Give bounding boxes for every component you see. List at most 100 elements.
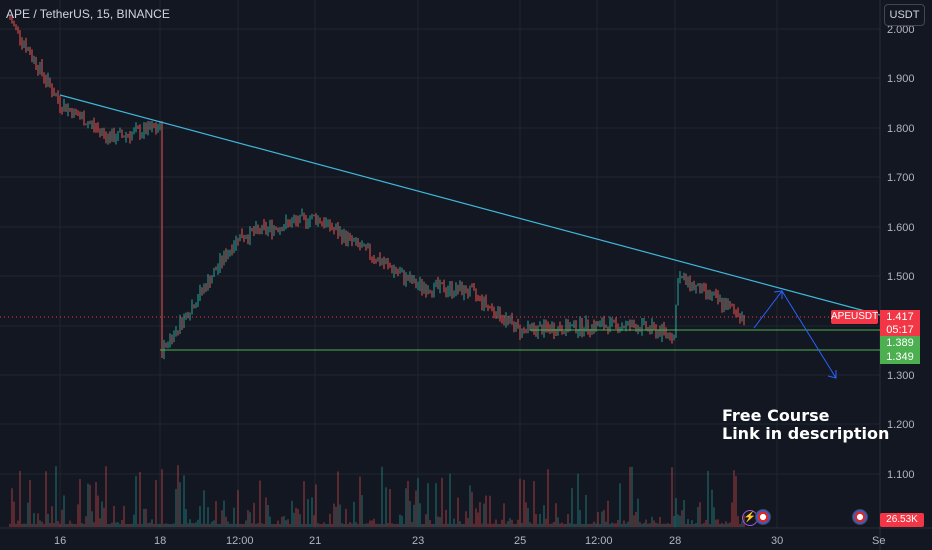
volume-bar — [205, 523, 207, 527]
volume-bar — [571, 488, 573, 527]
volume-bar — [49, 523, 51, 527]
volume-bar — [15, 523, 17, 527]
volume-bar — [223, 500, 225, 527]
volume-bar — [313, 515, 315, 527]
volume-bar — [89, 484, 91, 527]
volume-bar — [573, 523, 575, 527]
volume-bar — [685, 524, 687, 527]
volume-bar — [607, 500, 609, 527]
time-label: 23 — [412, 535, 424, 547]
volume-bar — [95, 481, 97, 527]
volume-bar — [539, 513, 541, 527]
volume-bar — [111, 522, 113, 527]
volume-bar — [29, 479, 31, 527]
volume-bar — [511, 519, 513, 527]
volume-bar — [421, 524, 423, 527]
volume-bar — [189, 519, 191, 527]
volume-bar — [531, 523, 533, 527]
volume-bar — [441, 477, 443, 527]
time-label: Se — [872, 535, 885, 547]
volume-bar — [677, 514, 679, 527]
volume-bar — [471, 491, 473, 527]
volume-bar — [713, 507, 715, 527]
volume-bar — [137, 523, 139, 527]
time-axis: 16 18 12:00 21 23 25 12:00 28 30 Se — [54, 535, 885, 547]
volume-bar — [495, 519, 497, 527]
volume-bar — [583, 523, 585, 527]
us-flag-icon[interactable] — [852, 509, 868, 525]
volume-bar — [617, 519, 619, 527]
volume-bar — [559, 523, 561, 527]
volume-bar — [363, 524, 365, 527]
volume-bar — [37, 513, 39, 527]
volume-bar — [179, 482, 181, 527]
volume-bar — [25, 523, 27, 527]
volume-bar — [117, 522, 119, 527]
volume-bar — [567, 514, 569, 527]
descending-trendline[interactable] — [59, 94, 881, 316]
volume-bar — [701, 523, 703, 527]
volume-bar — [451, 523, 453, 527]
volume-bar — [9, 523, 11, 527]
volume-bar — [327, 523, 329, 527]
volume-bar — [739, 523, 741, 527]
volume-bar — [43, 523, 45, 527]
volume-bar — [51, 506, 53, 527]
volume-bar — [513, 523, 515, 527]
volume-bar — [487, 523, 489, 527]
volume-bar — [203, 490, 205, 527]
volume-bar — [113, 506, 115, 527]
volume-bar — [413, 504, 415, 527]
volume-bar — [309, 523, 311, 527]
candles — [9, 15, 745, 360]
price-label: 1.900 — [887, 73, 915, 85]
us-flag-icon[interactable] — [755, 509, 771, 525]
volume-bar — [405, 488, 407, 527]
volume-bar — [255, 523, 257, 527]
volume-bar — [259, 480, 261, 527]
annotation-text[interactable]: Free Course Link in description — [722, 407, 889, 443]
volume-bar — [715, 519, 717, 527]
volume-bar — [435, 483, 437, 527]
volume-bar — [19, 470, 21, 527]
volume-bar — [339, 504, 341, 527]
volume-bar — [733, 470, 735, 527]
projection-arrow[interactable] — [753, 290, 837, 379]
volume-bar — [481, 523, 483, 527]
volume-bar — [711, 489, 713, 527]
volume-bar — [171, 524, 173, 527]
volume-bar — [517, 519, 519, 527]
volume-bar — [423, 523, 425, 527]
volume-bar — [169, 523, 171, 527]
volume-bar — [459, 521, 461, 527]
volume-bar — [331, 523, 333, 527]
price-axis: 2.000 1.900 1.800 1.700 1.600 1.500 1.30… — [887, 24, 915, 481]
volume-bar — [631, 466, 633, 527]
volume-bar — [273, 523, 275, 527]
volume-bar — [467, 518, 469, 527]
volume-bar — [477, 512, 479, 527]
volume-bar — [427, 483, 429, 527]
volume-bar — [13, 501, 15, 527]
volume-bar — [469, 485, 471, 527]
volume-bar — [613, 523, 615, 527]
volume-bar — [555, 503, 557, 527]
volume-bar — [23, 523, 25, 527]
volume-bar — [593, 521, 595, 527]
volume-bar — [247, 510, 249, 527]
volume-bar — [303, 481, 305, 527]
volume-bar — [81, 522, 83, 527]
volume-bar — [53, 522, 55, 527]
volume-bar — [425, 514, 427, 527]
currency-button[interactable]: USDT — [884, 4, 925, 26]
symbol-title[interactable]: APE / TetherUS, 15, BINANCE — [6, 7, 170, 21]
volume-bar — [315, 484, 317, 527]
volume-bar — [105, 466, 107, 527]
volume-bar — [321, 524, 323, 527]
volume-bar — [563, 523, 565, 527]
volume-bar — [545, 518, 547, 527]
volume-bar — [707, 470, 709, 527]
volume-bar — [415, 490, 417, 527]
volume-bar — [125, 523, 127, 527]
